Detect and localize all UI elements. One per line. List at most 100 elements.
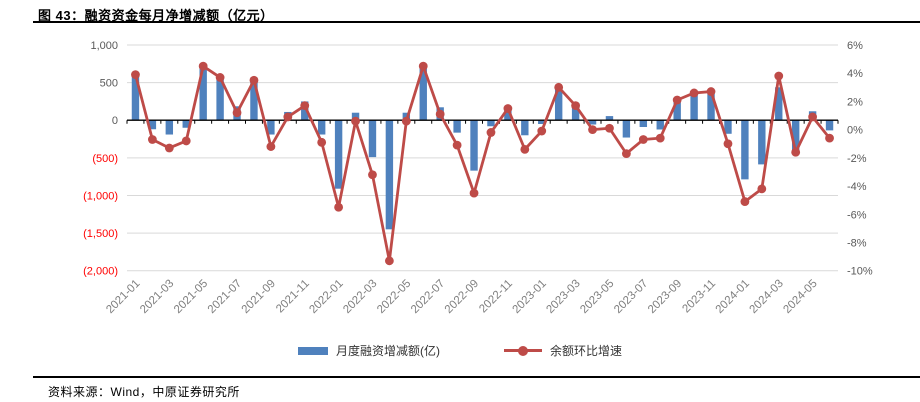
bar <box>165 120 174 135</box>
x-axis-label: 2023-03 <box>544 278 582 316</box>
x-axis-label: 2024-01 <box>714 278 752 316</box>
bar <box>385 120 394 230</box>
bar <box>791 120 800 152</box>
line-marker <box>706 87 716 96</box>
bar <box>453 120 461 133</box>
line-marker <box>317 137 327 147</box>
y-axis-label-right: 2% <box>847 96 863 108</box>
line-marker <box>181 136 191 146</box>
line-marker <box>300 101 310 111</box>
bar <box>301 101 309 121</box>
x-axis-label: 2022-09 <box>443 278 481 316</box>
bar <box>656 120 664 130</box>
line-marker <box>215 73 225 82</box>
line-marker <box>571 101 581 111</box>
x-axis-label: 2021-05 <box>172 278 210 316</box>
x-axis-label: 2023-09 <box>646 278 684 316</box>
bar <box>554 88 563 121</box>
x-axis-label: 2024-05 <box>781 278 819 316</box>
trend-line <box>134 64 831 263</box>
bar <box>673 98 681 121</box>
line-marker <box>147 135 157 144</box>
x-axis-label: 2022-07 <box>409 278 447 316</box>
x-axis-label: 2022-11 <box>477 278 515 316</box>
x-axis-label: 2023-05 <box>578 278 616 316</box>
line-marker <box>249 75 259 85</box>
line-marker <box>774 71 784 81</box>
bar <box>250 78 258 121</box>
title-divider <box>33 21 920 23</box>
bar <box>707 92 715 121</box>
bar-series-swatch <box>297 346 328 355</box>
line-marker <box>368 170 377 180</box>
bar <box>487 120 495 127</box>
x-axis-label: 2023-11 <box>680 278 718 316</box>
line-marker <box>486 128 496 137</box>
line-marker <box>554 82 564 92</box>
bar <box>199 66 207 121</box>
legend-label-bars: 月度融资增减额(亿) <box>335 344 440 358</box>
line-marker <box>740 197 750 206</box>
x-axis-label: 2021-09 <box>240 278 278 316</box>
y-axis-label-left: 1,000 <box>90 40 118 52</box>
bar <box>148 120 157 130</box>
y-axis-label-right: -6% <box>847 209 867 221</box>
bar <box>690 92 698 121</box>
bar <box>504 109 512 121</box>
bar <box>605 116 614 121</box>
bar <box>775 87 783 121</box>
y-axis-label-left: 0 <box>112 115 118 127</box>
line-marker <box>588 125 597 135</box>
bar <box>470 120 478 171</box>
bar <box>216 78 224 121</box>
line-marker <box>198 61 208 71</box>
line-marker <box>723 139 733 149</box>
bar <box>571 102 580 121</box>
bar <box>317 120 326 135</box>
bar <box>588 120 597 125</box>
bar <box>351 112 360 121</box>
line-marker <box>503 104 513 113</box>
bar <box>368 120 377 158</box>
y-axis-label-right: 4% <box>847 68 863 80</box>
bar <box>825 120 834 131</box>
source-divider <box>33 376 920 378</box>
line-marker <box>605 123 614 133</box>
y-axis-label-right: -2% <box>847 153 867 165</box>
x-axis-label: 2023-01 <box>511 278 549 316</box>
legend-label-line: 余额环比增速 <box>549 344 622 358</box>
line-marker <box>808 112 818 122</box>
x-axis-label: 2021-01 <box>104 278 142 316</box>
legend-item-line: 余额环比增速 <box>503 342 622 359</box>
x-axis-label: 2021-03 <box>138 278 176 316</box>
line-marker <box>791 147 801 157</box>
y-axis-label-left: (2,000) <box>83 266 118 278</box>
bar <box>334 120 343 189</box>
bar <box>622 120 631 138</box>
line-swatch-marker-icon <box>517 345 528 356</box>
line-marker <box>384 256 394 266</box>
bar <box>639 120 648 128</box>
line-marker <box>757 184 767 194</box>
chart-area: 1,000 500 0 (500) (1,000) (1,500) (2,000) 6% 4% 2… <box>83 40 873 316</box>
line-marker <box>638 135 648 144</box>
x-axis-label: 2021-07 <box>206 278 244 316</box>
line-marker <box>689 88 699 98</box>
chart-legend: 月度融资增减额(亿) 余额环比增速 <box>0 342 920 359</box>
x-axis-label: 2022-01 <box>307 278 345 316</box>
y-axis-label-right: -4% <box>847 181 867 193</box>
bar <box>521 120 529 136</box>
line-marker <box>334 202 344 212</box>
x-axis-label: 2021-11 <box>274 278 312 316</box>
bar <box>758 120 766 165</box>
x-axis-label: 2024-03 <box>748 278 786 316</box>
line-marker <box>435 109 445 119</box>
y-axis-label-right: 6% <box>847 40 863 52</box>
line-marker <box>520 144 530 154</box>
line-marker <box>655 133 665 143</box>
x-axis-label: 2022-03 <box>341 278 379 316</box>
line-series-swatch <box>503 345 542 356</box>
line-marker <box>266 142 276 151</box>
bar <box>741 120 749 180</box>
